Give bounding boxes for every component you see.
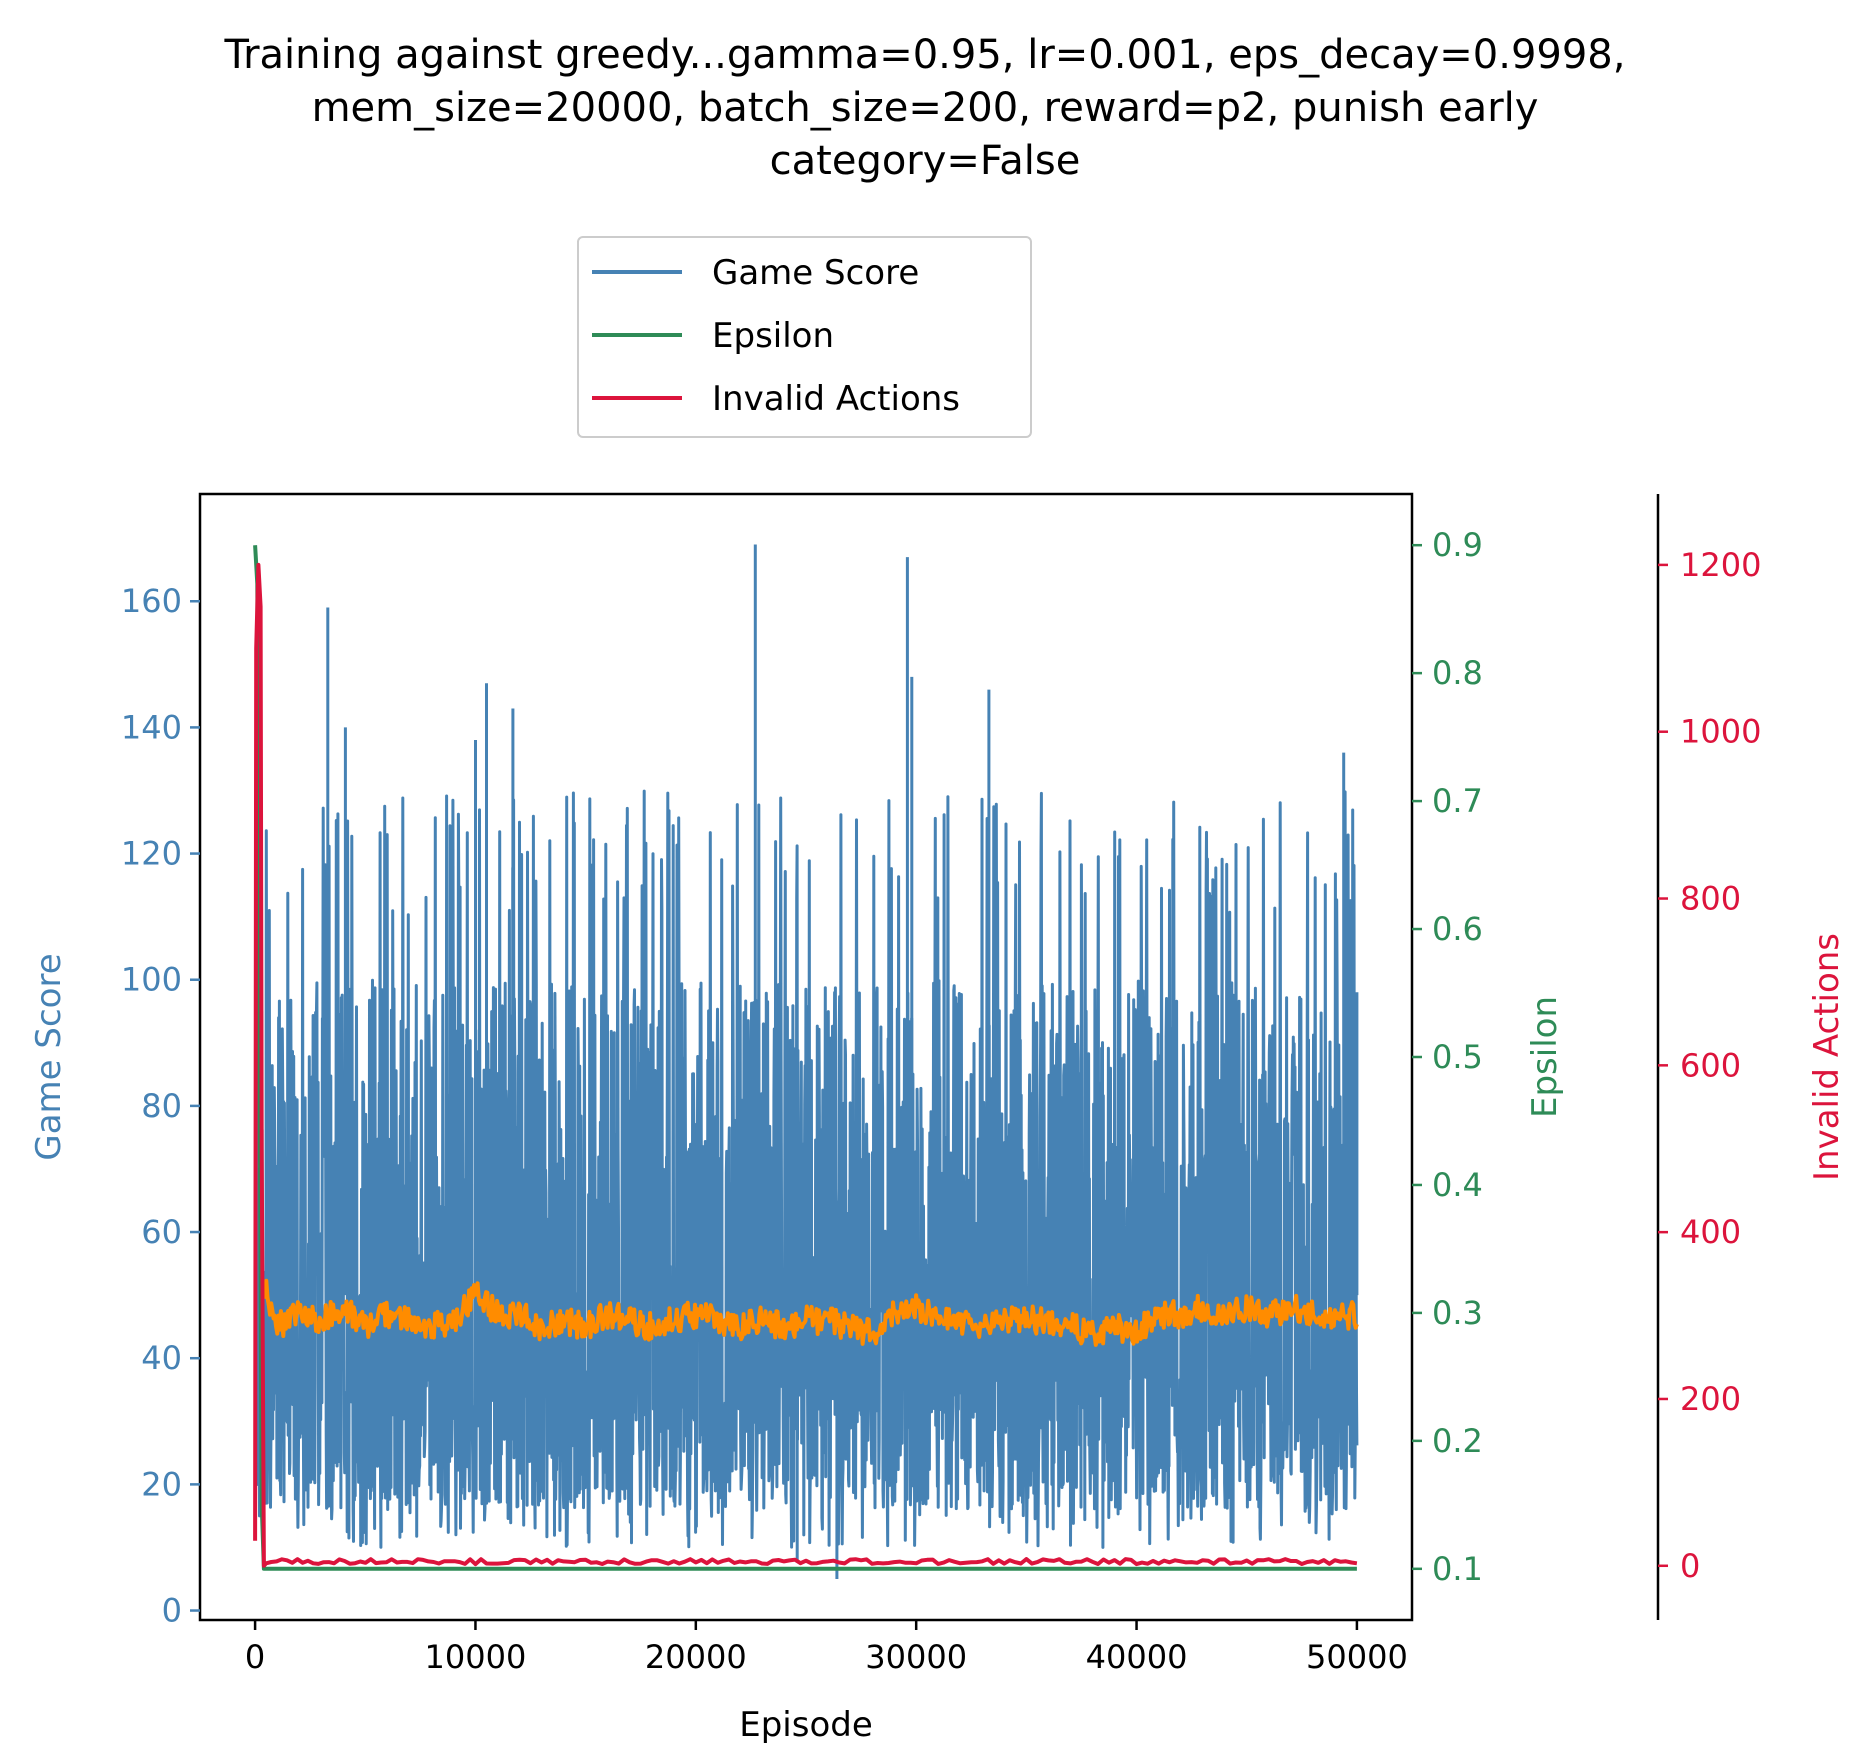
x-axis-label: Episode [739, 1705, 873, 1745]
y-axis-label-epsilon: Epsilon [1525, 996, 1565, 1118]
title-line-2: mem_size=20000, batch_size=200, reward=p… [312, 85, 1539, 131]
epsilon-tick-label: 0.1 [1432, 1550, 1483, 1588]
x-tick-label: 20000 [645, 1638, 747, 1676]
epsilon-tick-label: 0.9 [1432, 526, 1483, 564]
score-tick-label: 140 [121, 708, 182, 746]
score-tick-label: 120 [121, 835, 182, 873]
y-axis-label-invalid-actions: Invalid Actions [1807, 933, 1847, 1181]
series-invalid-actions [253, 562, 1358, 1568]
invalid-tick-label: 1000 [1680, 713, 1761, 751]
plot-area [253, 544, 1359, 1579]
title-line-1: Training against greedy...gamma=0.95, lr… [224, 32, 1626, 78]
score-tick-label: 40 [141, 1339, 182, 1377]
x-tick-label: 10000 [425, 1638, 527, 1676]
legend-label-epsilon: Epsilon [712, 316, 834, 356]
chart-title: Training against greedy...gamma=0.95, lr… [224, 32, 1626, 184]
axes: 0 10000 20000 30000 40000 5000002040608010012… [121, 492, 1761, 1676]
x-tick-label: 0 [245, 1638, 265, 1676]
epsilon-tick-label: 0.8 [1432, 654, 1483, 692]
epsilon-tick-label: 0.2 [1432, 1422, 1483, 1460]
legend-box [577, 236, 1032, 438]
invalid-tick-label: 200 [1680, 1380, 1741, 1418]
score-tick-label: 0 [162, 1592, 182, 1630]
legend: Game Score Epsilon Invalid Actions [577, 236, 1032, 438]
epsilon-tick-label: 0.3 [1432, 1294, 1483, 1332]
x-tick-label: 50000 [1306, 1638, 1408, 1676]
x-tick-label: 40000 [1086, 1638, 1188, 1676]
invalid-tick-label: 1200 [1680, 546, 1761, 584]
epsilon-tick-label: 0.5 [1432, 1038, 1483, 1076]
invalid-tick-label: 600 [1680, 1046, 1741, 1084]
x-tick-label: 30000 [865, 1638, 967, 1676]
legend-label-invalid-actions: Invalid Actions [712, 379, 960, 419]
invalid-tick-label: 0 [1680, 1547, 1700, 1585]
epsilon-tick-label: 0.7 [1432, 782, 1483, 820]
legend-label-game-score: Game Score [712, 253, 919, 293]
series-game-score [253, 789, 1359, 1549]
invalid-tick-label: 400 [1680, 1213, 1741, 1251]
score-tick-label: 80 [141, 1087, 182, 1125]
series-rolling-average [261, 1278, 1359, 1347]
epsilon-tick-label: 0.4 [1432, 1166, 1483, 1204]
score-tick-label: 60 [141, 1213, 182, 1251]
y-axis-label-game-score: Game Score [29, 953, 69, 1160]
score-tick-label: 100 [121, 961, 182, 999]
invalid-tick-label: 800 [1680, 880, 1741, 918]
score-tick-label: 160 [121, 582, 182, 620]
epsilon-tick-label: 0.6 [1432, 910, 1483, 948]
title-line-3: category=False [770, 138, 1081, 184]
score-tick-label: 20 [141, 1465, 182, 1503]
